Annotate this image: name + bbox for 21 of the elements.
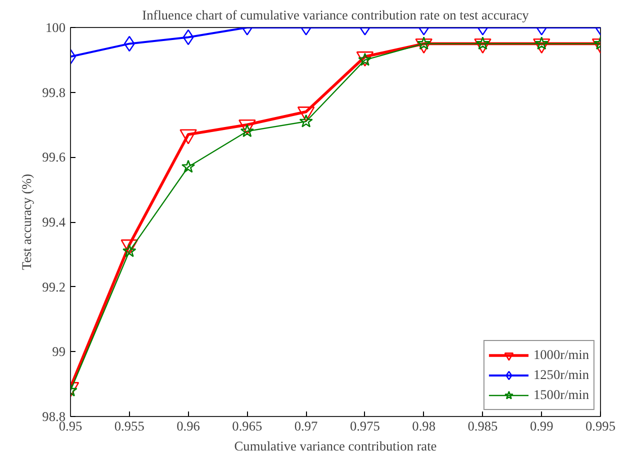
legend-label: 1000r/min: [533, 347, 589, 363]
legend-label: 1250r/min: [533, 367, 589, 383]
x-tick-label: 0.965: [232, 418, 262, 434]
legend-label: 1500r/min: [533, 387, 589, 403]
y-tick-label: 99.4: [42, 214, 66, 230]
x-axis-title: Cumulative variance contribution rate: [234, 438, 437, 454]
x-tick-label: 0.98: [412, 418, 436, 434]
y-tick-label: 100: [46, 20, 66, 35]
x-tick-label: 0.955: [114, 418, 145, 434]
x-tick-label: 0.99: [530, 418, 554, 434]
x-tick-label: 0.97: [294, 418, 318, 434]
x-tick-label: 0.985: [468, 418, 498, 434]
y-tick-label: 99.6: [42, 150, 66, 165]
x-tick-label: 0.96: [176, 418, 200, 434]
y-tick-label: 99.2: [42, 279, 66, 294]
y-tick-label: 99: [52, 344, 66, 360]
x-tick-label: 0.975: [350, 418, 380, 434]
x-tick-label: 0.995: [586, 418, 616, 434]
chart-title: Influence chart of cumulative variance contribution rate on test accuracy: [142, 8, 530, 22]
y-axis-title: Test accuracy (%): [19, 174, 34, 270]
y-tick-label: 99.8: [42, 84, 66, 100]
